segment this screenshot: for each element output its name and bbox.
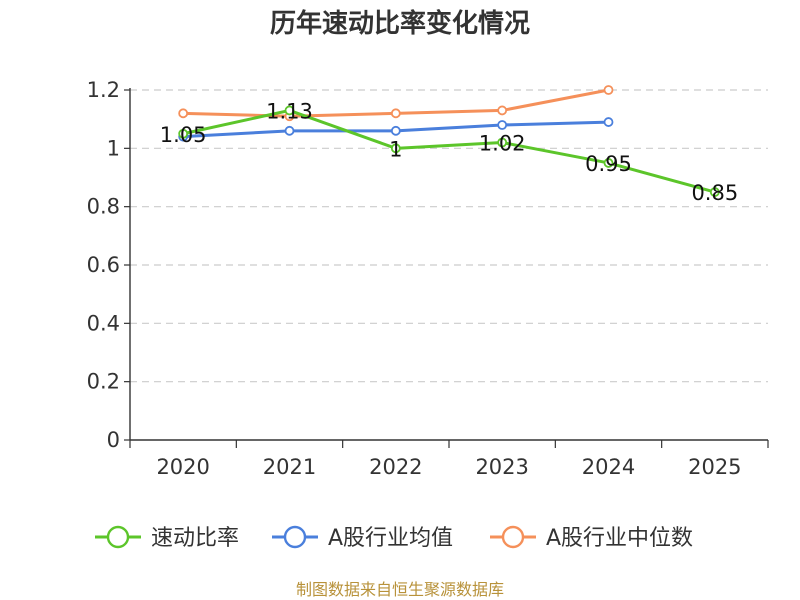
axes: 0 0.2 0.4 0.6 0.8 1 1.2 2020 2021 2022 2023 2024 202… — [87, 78, 769, 479]
legend-item-1[interactable]: A股行业均值 — [272, 525, 453, 551]
x-tick-label: 2022 — [369, 455, 422, 479]
legend-label: A股行业中位数 — [546, 526, 693, 551]
chart-title: 历年速动比率变化情况 — [270, 8, 530, 39]
y-tick-label: 0.8 — [87, 195, 120, 219]
y-tick-label: 0.6 — [87, 253, 120, 277]
legend-item-0[interactable]: 速动比率 — [95, 525, 239, 551]
y-tick-label: 0.2 — [87, 370, 120, 394]
x-tick-label: 2024 — [582, 455, 635, 479]
data-point[interactable] — [390, 125, 401, 136]
legend[interactable]: 速动比率 A股行业均值 A股行业中位数 — [95, 525, 693, 551]
data-labels: 1.05 1.13 1 1.02 0.95 0.85 — [160, 99, 738, 205]
legend-marker — [283, 525, 307, 549]
data-point[interactable] — [709, 187, 720, 197]
x-tick-label: 2020 — [156, 455, 209, 479]
data-point[interactable] — [178, 128, 189, 139]
data-point[interactable] — [390, 143, 401, 154]
data-point[interactable] — [178, 108, 189, 119]
data-label: 1.05 — [160, 123, 207, 147]
data-point[interactable] — [284, 125, 295, 136]
legend-label: 速动比率 — [151, 526, 239, 551]
legend-label: A股行业均值 — [328, 526, 453, 551]
data-point[interactable] — [497, 137, 508, 148]
data-point[interactable] — [603, 85, 614, 95]
data-point[interactable] — [497, 120, 508, 130]
series-line-0 — [182, 108, 716, 194]
data-label: 0.95 — [585, 152, 632, 176]
data-label: 1.02 — [479, 132, 526, 156]
legend-item-2[interactable]: A股行业中位数 — [490, 525, 693, 551]
data-label: 1 — [389, 137, 402, 161]
y-tick-label: 0.4 — [87, 311, 120, 335]
data-point[interactable] — [603, 117, 614, 127]
data-label: 1.13 — [266, 99, 313, 123]
x-tick-label: 2021 — [263, 455, 316, 479]
y-tick-label: 1 — [107, 136, 120, 160]
x-tick-label: 2023 — [475, 455, 528, 479]
data-point[interactable] — [497, 105, 508, 116]
y-tick-label: 1.2 — [87, 78, 120, 102]
legend-marker — [501, 525, 525, 549]
legend-marker — [106, 525, 130, 549]
series-group — [178, 85, 720, 197]
data-point[interactable] — [284, 105, 295, 116]
data-point[interactable] — [603, 158, 614, 168]
data-label: 0.85 — [691, 181, 738, 205]
y-tick-label: 0 — [107, 428, 120, 452]
x-tick-label: 2025 — [688, 455, 741, 479]
source-note: 制图数据来自恒生聚源数据库 — [296, 580, 504, 599]
grid-lines — [130, 89, 768, 383]
data-point[interactable] — [390, 108, 401, 119]
